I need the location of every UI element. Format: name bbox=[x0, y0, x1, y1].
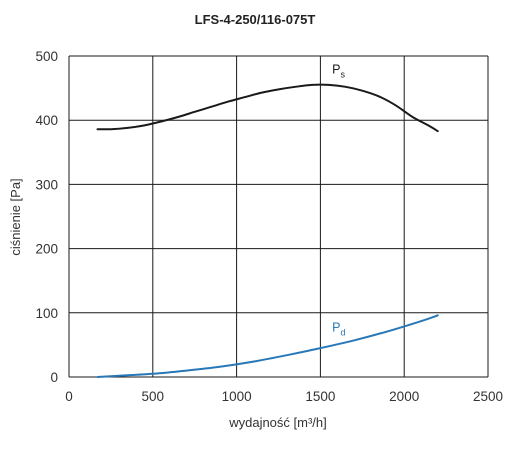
y-tick-label: 400 bbox=[35, 113, 58, 128]
y-tick-label: 0 bbox=[50, 370, 58, 385]
series-line-ps bbox=[96, 83, 439, 133]
y-tick-label: 200 bbox=[35, 242, 58, 257]
series-labels: Ps Pd bbox=[332, 62, 345, 337]
y-axis-label: ciśnienie [Pa] bbox=[8, 178, 23, 255]
y-axis-ticks: 0 100 200 300 400 500 bbox=[35, 49, 58, 385]
x-tick-label: 0 bbox=[65, 389, 73, 404]
series-label-ps: Ps bbox=[332, 62, 345, 79]
x-tick-label: 2000 bbox=[389, 389, 419, 404]
series-lines bbox=[96, 83, 439, 378]
x-axis-ticks: 0 500 1000 1500 2000 2500 bbox=[65, 389, 503, 404]
y-tick-label: 100 bbox=[35, 306, 58, 321]
x-axis-label: wydajność [m³/h] bbox=[228, 415, 327, 430]
x-tick-label: 500 bbox=[142, 389, 165, 404]
chart-title: LFS-4-250/116-075T bbox=[195, 12, 316, 27]
series-line-pd bbox=[96, 314, 439, 378]
series-label-pd: Pd bbox=[332, 320, 345, 337]
x-tick-label: 1500 bbox=[305, 389, 335, 404]
y-tick-label: 300 bbox=[35, 177, 58, 192]
grid bbox=[68, 55, 489, 378]
x-tick-label: 2500 bbox=[473, 389, 503, 404]
x-tick-label: 1000 bbox=[222, 389, 252, 404]
y-tick-label: 500 bbox=[35, 49, 58, 64]
